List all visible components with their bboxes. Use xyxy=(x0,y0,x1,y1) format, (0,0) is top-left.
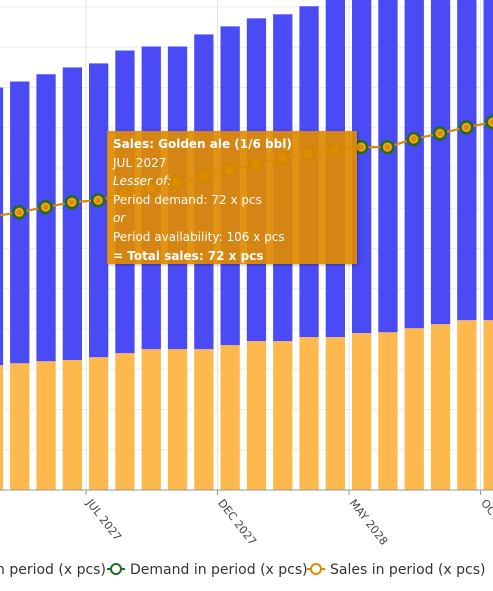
tooltip: Sales: Golden ale (1/6 bbl) JUL 2027 Les… xyxy=(107,131,357,264)
tooltip-availability: Period availability: 106 x pcs xyxy=(113,229,285,244)
bar xyxy=(62,67,82,361)
tooltip-period: JUL 2027 xyxy=(113,155,167,170)
bar xyxy=(0,87,4,366)
x-tick-label: DEC 2027 xyxy=(215,497,259,548)
bar xyxy=(378,0,398,333)
point xyxy=(383,143,392,152)
point xyxy=(357,143,366,152)
legend-label: Sales in period (x pcs) xyxy=(330,562,486,578)
tooltip-total: = Total sales: 72 x pcs xyxy=(113,248,264,263)
bar xyxy=(89,357,109,490)
bar xyxy=(0,365,4,490)
bar xyxy=(194,349,214,490)
bar xyxy=(273,341,293,490)
bar xyxy=(430,0,451,325)
bar xyxy=(141,349,161,490)
point xyxy=(41,203,50,212)
tooltip-or: or xyxy=(113,211,126,226)
bar xyxy=(352,333,372,490)
point xyxy=(409,135,418,144)
bar xyxy=(430,324,451,490)
bar xyxy=(483,320,493,490)
bar xyxy=(62,360,82,490)
x-tick-label: MAY 2028 xyxy=(347,497,391,548)
bar xyxy=(483,0,493,321)
bar xyxy=(89,63,109,358)
bar xyxy=(299,337,319,490)
point xyxy=(462,123,471,132)
point xyxy=(67,198,76,207)
point xyxy=(488,118,493,127)
bar xyxy=(220,345,240,490)
bar xyxy=(10,363,30,490)
bar xyxy=(246,341,267,490)
bar xyxy=(378,332,398,490)
legend-marker xyxy=(110,563,122,575)
legend-marker xyxy=(310,563,322,575)
bar xyxy=(10,81,30,364)
legend-label: Demand in period (x pcs) xyxy=(130,562,308,578)
bar xyxy=(404,0,424,329)
bar xyxy=(36,74,56,362)
bar xyxy=(115,353,135,490)
tooltip-demand: Period demand: 72 x pcs xyxy=(113,192,262,207)
point xyxy=(15,208,24,217)
bar xyxy=(457,0,477,321)
x-tick-label: OCT 2028 xyxy=(478,497,493,548)
bar xyxy=(325,337,345,490)
bar xyxy=(404,328,424,490)
tooltip-title: Sales: Golden ale (1/6 bbl) xyxy=(113,137,292,151)
bar xyxy=(457,320,477,490)
point xyxy=(94,196,103,205)
point xyxy=(436,129,445,138)
x-tick-label: JUL 2027 xyxy=(83,496,124,543)
legend-label: n period (x pcs) xyxy=(0,562,106,578)
tooltip-intro: Lesser of: xyxy=(113,174,172,189)
bar xyxy=(36,361,56,490)
bar xyxy=(167,349,188,490)
